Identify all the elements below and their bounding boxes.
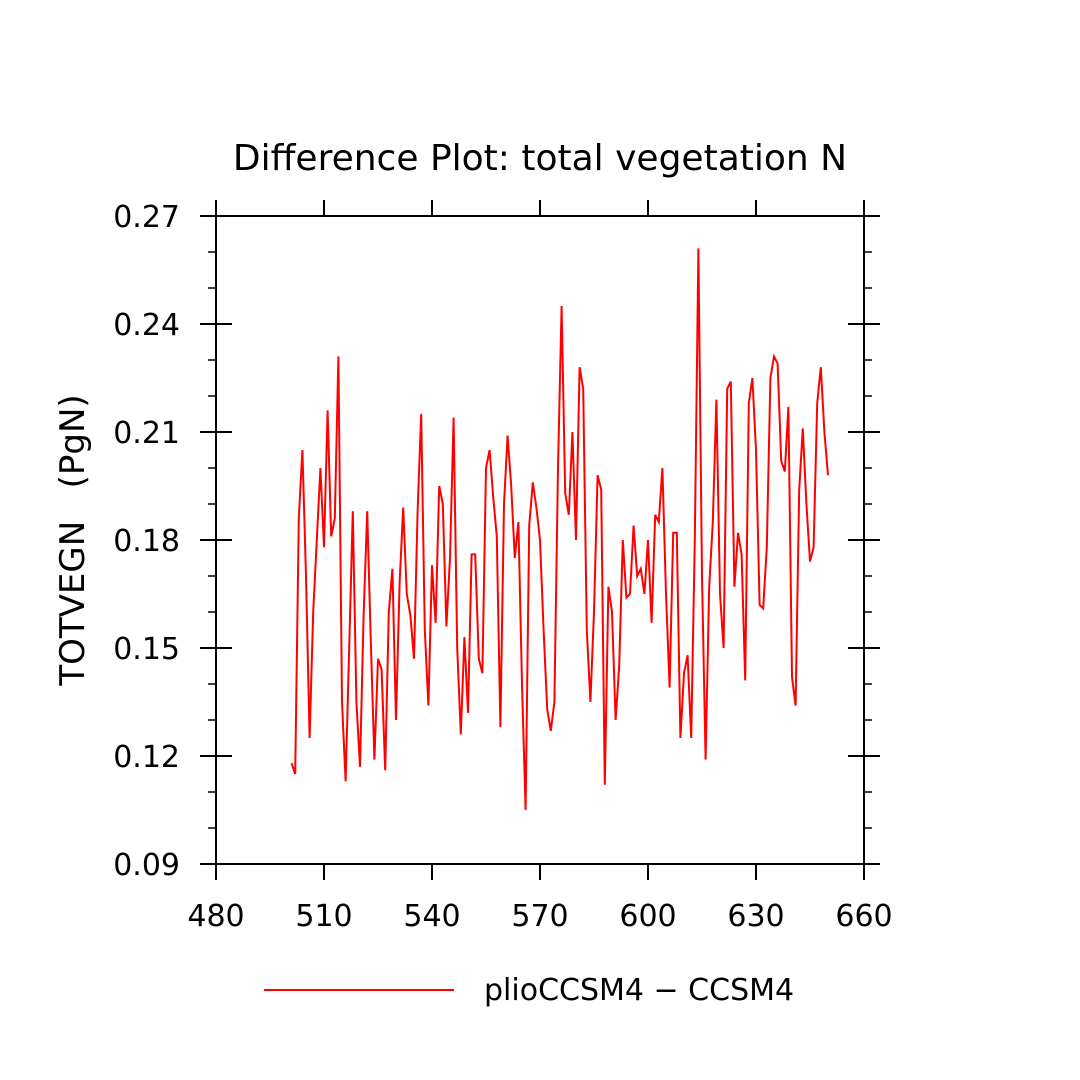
x-tick-label: 570 [511,899,568,934]
y-axis-label-group: TOTVEGN (PgN) [53,394,93,686]
y-axis-label: TOTVEGN (PgN) [53,394,93,686]
x-tick-label: 510 [295,899,352,934]
legend-label: plioCCSM4 − CCSM4 [484,973,794,1008]
x-tick-label: 540 [403,899,460,934]
series-group [290,248,829,811]
legend: plioCCSM4 − CCSM4 [264,973,794,1008]
y-axis-ticks [200,215,880,865]
y-tick-label: 0.24 [113,308,180,343]
x-tick-label: 600 [619,899,676,934]
y-tick-label: 0.27 [113,200,180,235]
x-axis-ticks [215,200,865,880]
y-tick-label: 0.12 [113,740,180,775]
x-tick-label: 480 [187,899,244,934]
y-axis-tick-labels: 0.09 0.12 0.15 0.18 0.21 0.24 0.27 [113,200,180,883]
y-tick-label: 0.15 [113,632,180,667]
x-tick-label: 660 [835,899,892,934]
x-axis-tick-labels: 480 510 540 570 600 630 660 [187,899,892,934]
chart-title: Difference Plot: total vegetation N [233,138,847,179]
series-line [290,248,829,811]
y-tick-label: 0.18 [113,524,180,559]
y-tick-label: 0.09 [113,848,180,883]
y-tick-label: 0.21 [113,416,180,451]
x-tick-label: 630 [727,899,784,934]
